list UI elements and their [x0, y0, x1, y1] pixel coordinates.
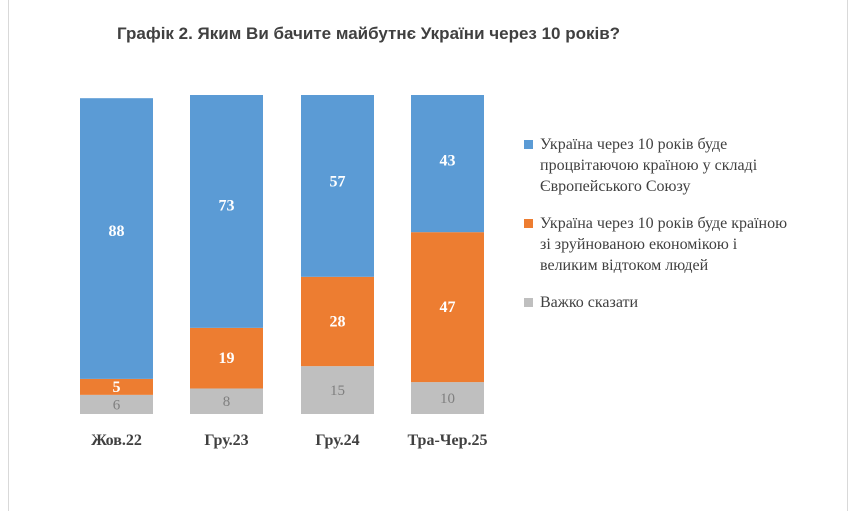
data-label-ruined-hru23: 19: [219, 350, 235, 367]
bar-eu-hru23: [190, 95, 263, 328]
bar-hard-to-say-tra-cher25: [411, 382, 484, 414]
data-label-eu-hru24: 57: [330, 173, 346, 190]
data-label-eu-tra-cher25: 43: [440, 152, 456, 169]
legend: Україна через 10 років буде процвітаючою…: [524, 134, 794, 329]
category-label-zhov22: Жов.22: [91, 432, 142, 449]
chart-frame: [8, 0, 848, 511]
legend-label-ruined: Україна через 10 років буде країною зі з…: [540, 215, 788, 274]
legend-item-hard-to-say: Важко сказати: [524, 292, 794, 313]
category-label-hru23: Гру.23: [204, 432, 248, 449]
data-label-eu-hru23: 73: [219, 197, 235, 214]
legend-swatch-ruined: [524, 219, 533, 228]
data-label-hard-to-say-zhov22: 6: [113, 397, 121, 413]
chart-title: Графік 2. Яким Ви бачите майбутнє Україн…: [117, 24, 621, 43]
legend-label-eu: Україна через 10 років буде процвітаючою…: [540, 136, 758, 195]
bar-eu-zhov22: [80, 98, 153, 379]
bar-hard-to-say-hru23: [190, 388, 263, 414]
bar-ruined-zhov22: [80, 378, 153, 395]
legend-swatch-eu: [524, 140, 533, 149]
legend-swatch-hard-to-say: [524, 298, 533, 307]
data-label-ruined-zhov22: 5: [113, 379, 121, 396]
bar-ruined-hru23: [190, 327, 263, 389]
bar-hard-to-say-hru24: [301, 366, 374, 414]
legend-label-hard-to-say: Важко сказати: [540, 294, 639, 311]
category-label-tra-cher25: Тра-Чер.25: [407, 432, 487, 449]
data-label-hard-to-say-tra-cher25: 10: [440, 391, 455, 407]
bar-ruined-tra-cher25: [411, 232, 484, 383]
data-label-hard-to-say-hru24: 15: [330, 383, 345, 399]
data-label-eu-zhov22: 88: [109, 223, 125, 240]
legend-item-ruined: Україна через 10 років буде країною зі з…: [524, 213, 794, 276]
bar-eu-tra-cher25: [411, 95, 484, 233]
data-label-ruined-tra-cher25: 47: [440, 299, 456, 316]
category-label-hru24: Гру.24: [315, 432, 359, 449]
data-label-hard-to-say-hru23: 8: [223, 394, 231, 410]
bar-hard-to-say-zhov22: [80, 394, 153, 414]
bar-eu-hru24: [301, 95, 374, 277]
legend-item-eu: Україна через 10 років буде процвітаючою…: [524, 134, 794, 197]
bar-ruined-hru24: [301, 276, 374, 367]
data-label-ruined-hru24: 28: [330, 313, 346, 330]
